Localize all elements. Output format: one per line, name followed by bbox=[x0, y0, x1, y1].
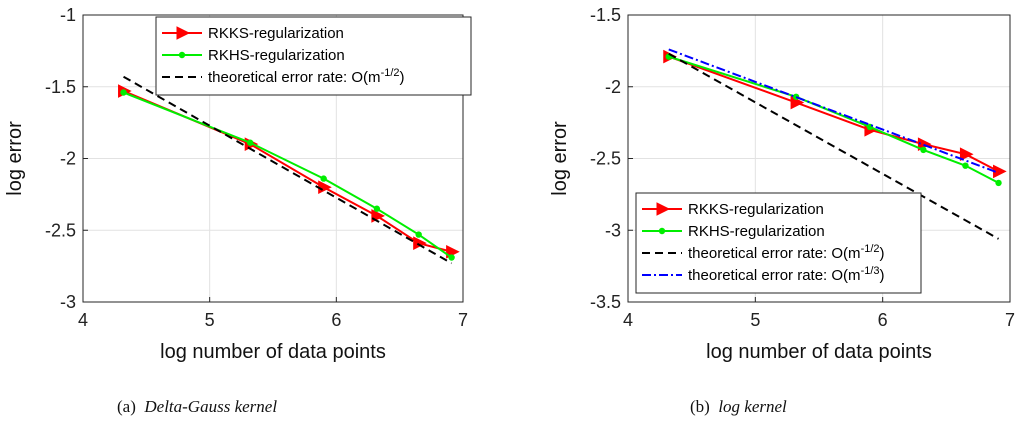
legend: RKKS-regularization RKHS-regularization th… bbox=[155, 16, 472, 96]
x-tick-label: 7 bbox=[1005, 310, 1015, 330]
series-line bbox=[668, 55, 1000, 173]
data-point bbox=[373, 205, 381, 212]
x-tick-label: 4 bbox=[78, 310, 88, 330]
legend-box bbox=[155, 16, 472, 96]
x-tick-label: 5 bbox=[205, 310, 215, 330]
legend-box bbox=[635, 192, 922, 294]
x-axis-label: log number of data points bbox=[160, 341, 386, 363]
data-point bbox=[995, 179, 1002, 187]
series-line bbox=[668, 55, 1000, 184]
data-point bbox=[962, 162, 969, 169]
y-tick-label: -2.5 bbox=[590, 149, 621, 169]
caption-a: (a) Delta-Gauss kernel bbox=[117, 397, 277, 417]
data-point bbox=[920, 146, 927, 154]
caption-b: (b) log kernel bbox=[690, 397, 787, 417]
legend-label: theoretical error rate: O(m-1/2) bbox=[688, 243, 885, 262]
x-tick-label: 4 bbox=[623, 310, 633, 330]
caption-a-label: (a) bbox=[117, 397, 136, 416]
data-point bbox=[792, 93, 800, 100]
x-tick-label: 5 bbox=[750, 310, 760, 330]
x-tick-label: 6 bbox=[331, 310, 341, 330]
legend-label: RKKS-regularization bbox=[208, 25, 344, 42]
y-tick-label: -3 bbox=[605, 220, 621, 240]
data-point bbox=[320, 175, 327, 182]
legend-label: RKHS-regularization bbox=[688, 223, 825, 240]
y-axis-label: log error bbox=[4, 121, 26, 196]
series-2 bbox=[668, 52, 1000, 240]
legend-marker bbox=[658, 227, 666, 235]
data-point bbox=[120, 89, 127, 96]
data-point bbox=[448, 254, 455, 261]
legend-label: RKKS-regularization bbox=[688, 201, 824, 218]
y-tick-label: -2.5 bbox=[45, 220, 76, 240]
series-3 bbox=[668, 48, 999, 174]
axes-box bbox=[627, 14, 1011, 303]
legend-label: RKHS-regularization bbox=[208, 47, 345, 64]
axes-box bbox=[82, 14, 464, 303]
series-line bbox=[668, 48, 999, 174]
x-axis-label: log number of data points bbox=[706, 341, 932, 363]
y-tick-label: -3.5 bbox=[590, 292, 621, 312]
y-tick-label: -3 bbox=[60, 292, 76, 312]
data-point bbox=[415, 231, 422, 238]
series-line bbox=[123, 75, 453, 265]
y-axis-label: log error bbox=[549, 121, 571, 196]
series-line bbox=[123, 91, 453, 259]
y-tick-label: -2 bbox=[605, 77, 621, 97]
x-tick-label: 6 bbox=[878, 310, 888, 330]
series-line bbox=[668, 52, 1000, 240]
caption-a-text: Delta-Gauss kernel bbox=[144, 397, 278, 416]
legend-marker bbox=[656, 202, 671, 216]
legend-label: theoretical error rate: O(m-1/2) bbox=[208, 67, 405, 86]
caption-b-label: (b) bbox=[690, 397, 710, 416]
series-1 bbox=[120, 89, 455, 261]
legend-marker bbox=[178, 51, 186, 59]
y-tick-label: -2 bbox=[60, 149, 76, 169]
chart-panel-a: 4 5 6 7 -3 -2.5 -2 -1.5 -1 log number of data poi… bbox=[4, 5, 472, 363]
legend-label: theoretical error rate: O(m-1/3) bbox=[688, 265, 885, 284]
y-tick-label: -1 bbox=[60, 5, 76, 25]
series-2 bbox=[123, 75, 453, 265]
chart-panel-b: 4 5 6 7 -3.5 -3 -2.5 -2 -1.5 log number of data p… bbox=[549, 5, 1015, 363]
y-tick-label: -1.5 bbox=[45, 77, 76, 97]
legend-marker bbox=[176, 26, 191, 40]
caption-b-text: log kernel bbox=[718, 397, 787, 416]
x-tick-label: 7 bbox=[458, 310, 468, 330]
data-point bbox=[247, 139, 254, 146]
data-point bbox=[959, 147, 974, 162]
y-tick-label: -1.5 bbox=[590, 5, 621, 25]
legend: RKKS-regularization RKHS-regularization th… bbox=[635, 192, 922, 294]
